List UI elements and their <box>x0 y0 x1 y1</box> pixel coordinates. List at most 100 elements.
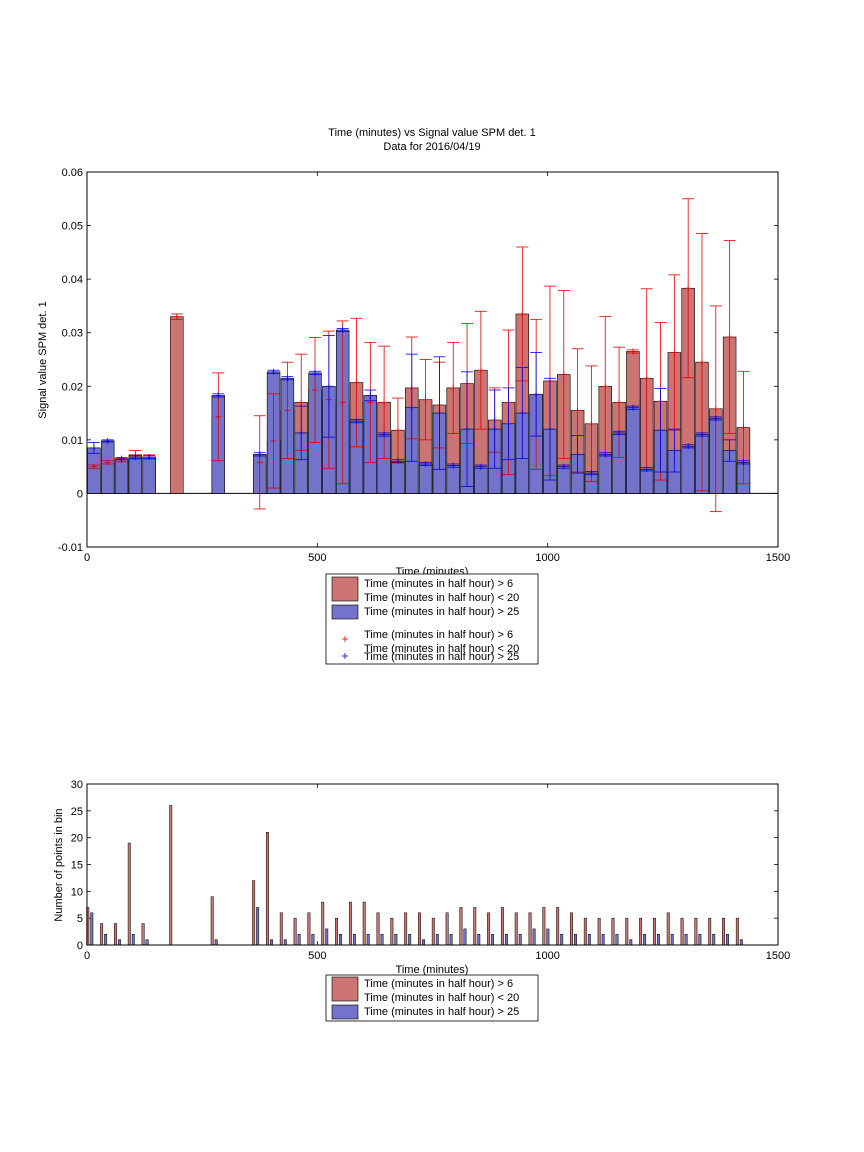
count-bar-red <box>376 912 380 946</box>
red-legend-swatch <box>331 576 359 602</box>
top-xtick-label: 0 <box>84 552 90 564</box>
count-bar-blue <box>145 939 149 946</box>
top-ytick-label: 0.06 <box>62 167 83 179</box>
count-bar-red <box>335 917 339 946</box>
top-ytick-label: -0.01 <box>58 542 83 554</box>
blue-bar <box>418 463 433 494</box>
blue-bar <box>391 460 405 494</box>
count-bar-red <box>321 901 325 946</box>
count-bar-blue <box>726 934 729 946</box>
count-bar-blue <box>339 934 343 946</box>
count-bar-red <box>362 901 366 946</box>
count-bar-red <box>266 832 269 946</box>
blue-bar <box>626 407 640 494</box>
count-bar-blue <box>546 928 550 946</box>
red-bar <box>170 316 184 494</box>
count-bar-red <box>418 912 421 946</box>
blue-bar <box>474 466 488 494</box>
count-bar-red <box>500 907 504 946</box>
bottom-legend: Time (minutes in half hour) > 6 Time (min… <box>325 974 539 1022</box>
bottom-ytick-label: 5 <box>77 913 83 925</box>
bottom-ytick-label: 0 <box>77 940 83 952</box>
count-bar-red <box>639 917 643 946</box>
count-bar-red <box>652 917 656 946</box>
count-bar-blue <box>449 934 453 946</box>
top-ytick-label: 0 <box>77 488 83 500</box>
count-bar-red <box>459 907 463 946</box>
count-bar-red <box>348 901 352 946</box>
count-bar-red <box>625 917 629 946</box>
count-bar-blue <box>366 934 370 946</box>
count-bar-blue <box>394 934 398 946</box>
count-bar-blue <box>504 934 508 946</box>
count-bar-blue <box>698 934 702 946</box>
bottom-plot-area: 0 500 1000 1500 0 5 10 15 20 25 30 <box>71 779 790 962</box>
count-bar-red <box>611 917 615 946</box>
top-xtick-label: 1000 <box>535 552 559 564</box>
count-bar-red <box>666 912 670 946</box>
count-bar-blue <box>712 934 716 946</box>
red-legend-swatch <box>331 976 359 1002</box>
top-legend: Time (minutes in half hour) > 6 Time (min… <box>325 573 539 665</box>
count-bar-red <box>680 917 684 946</box>
count-bar-blue <box>104 934 108 946</box>
count-bar-blue <box>739 939 743 946</box>
top-xtick-label: 1500 <box>766 552 790 564</box>
count-bar-red <box>431 917 435 946</box>
count-bar-red <box>100 923 104 946</box>
count-bar-red <box>279 912 283 946</box>
count-bar-blue <box>532 928 536 946</box>
bottom-legend-label: Time (minutes in half hour) > 6 Time (min… <box>364 978 519 1004</box>
blue-bar <box>128 456 143 494</box>
count-bar-red <box>556 907 560 946</box>
blue-bar <box>142 456 156 494</box>
count-bar-blue <box>643 934 647 946</box>
top-legend-label: Time (minutes in half hour) > 6 Time (min… <box>364 629 519 655</box>
count-bar-red <box>514 912 518 946</box>
top-axes-frame <box>86 171 779 548</box>
count-bar-blue <box>629 939 633 946</box>
count-bar-red <box>735 917 739 946</box>
bottom-ytick-label: 20 <box>71 833 83 845</box>
top-legend-label: Time (minutes in half hour) > 25 <box>364 651 519 663</box>
count-bar-blue <box>270 939 273 946</box>
count-bar-red <box>307 912 311 946</box>
count-bar-blue <box>560 934 564 946</box>
count-bar-red <box>473 907 477 946</box>
count-bar-red <box>722 917 725 946</box>
bottom-legend-box <box>325 974 539 1022</box>
count-bar-red <box>252 880 256 946</box>
count-bar-red <box>528 912 532 946</box>
count-bar-blue <box>684 934 688 946</box>
blue-legend-swatch <box>331 604 359 620</box>
top-title: Time (minutes) vs Signal value SPM det. … <box>328 127 535 139</box>
count-bar-red <box>141 923 145 946</box>
bottom-ytick-label: 30 <box>71 779 83 791</box>
count-bar-blue <box>117 939 121 946</box>
count-bar-red <box>487 912 491 946</box>
count-bar-red <box>169 805 173 946</box>
count-bar-blue <box>352 934 356 946</box>
top-ytick-label: 0.03 <box>62 328 83 340</box>
top-xtick-label: 500 <box>308 552 326 564</box>
bottom-legend-label: Time (minutes in half hour) > 25 <box>364 1006 519 1018</box>
blue-bar <box>639 469 654 494</box>
bottom-xlabel: Time (minutes) <box>396 964 469 976</box>
count-bar-blue <box>380 934 384 946</box>
count-bar-blue <box>297 934 301 946</box>
count-bar-red <box>694 917 698 946</box>
count-bar-blue <box>283 939 287 946</box>
blue-bar <box>598 454 612 494</box>
count-bar-blue <box>131 934 135 946</box>
bottom-ytick-label: 10 <box>71 886 83 898</box>
count-bar-blue <box>574 934 577 946</box>
count-bar-blue <box>463 928 467 946</box>
bottom-xtick-label: 1000 <box>535 950 559 962</box>
count-bar-red <box>708 917 712 946</box>
bottom-xtick-label: 500 <box>308 950 326 962</box>
count-bar-blue <box>422 939 425 946</box>
count-bar-blue <box>670 934 674 946</box>
top-subtitle: Data for 2016/04/19 <box>383 141 480 153</box>
count-bar-blue <box>435 934 439 946</box>
blue-bar <box>87 447 101 494</box>
